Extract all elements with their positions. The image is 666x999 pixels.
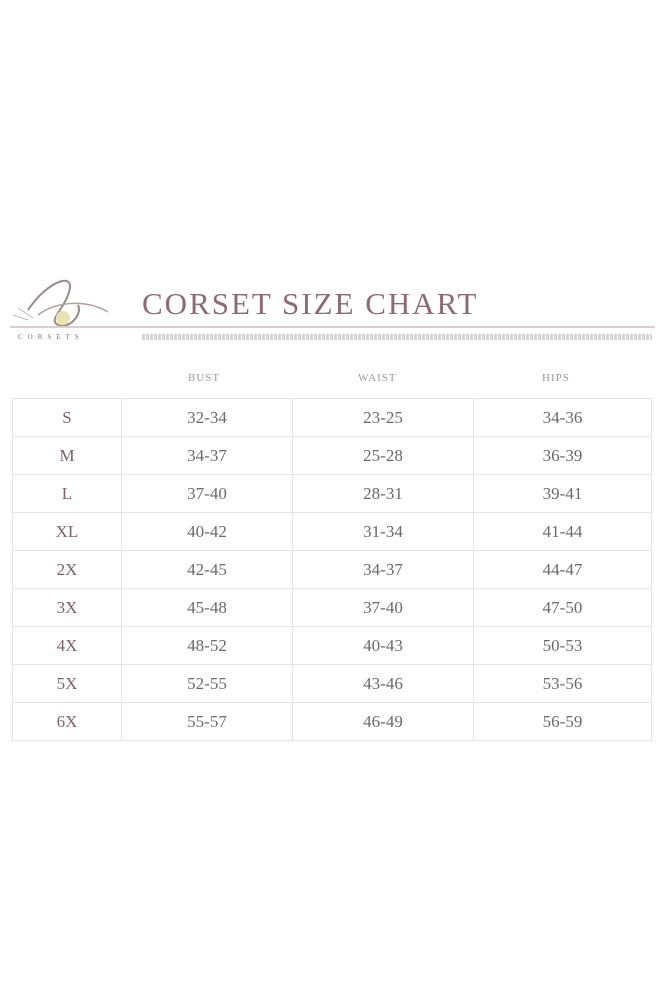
size-cell: 5X — [12, 664, 122, 703]
table-row: XL 40-42 31-34 41-44 — [12, 512, 652, 551]
hips-cell: 47-50 — [473, 588, 652, 627]
table-row: L 37-40 28-31 39-41 — [12, 474, 652, 513]
table-row: 5X 52-55 43-46 53-56 — [12, 664, 652, 703]
brand-logo — [12, 279, 109, 327]
hips-cell: 34-36 — [473, 398, 652, 437]
page-title: CORSET SIZE CHART — [142, 286, 479, 321]
hips-cell: 44-47 — [473, 550, 652, 589]
table-row: 3X 45-48 37-40 47-50 — [12, 588, 652, 627]
hips-cell: 36-39 — [473, 436, 652, 475]
bust-cell: 37-40 — [121, 474, 293, 513]
waist-cell: 43-46 — [292, 664, 474, 703]
size-cell: XL — [12, 512, 122, 551]
size-cell: S — [12, 398, 122, 437]
waist-cell: 34-37 — [292, 550, 474, 589]
hips-cell: 39-41 — [473, 474, 652, 513]
size-cell: L — [12, 474, 122, 513]
table-row: 4X 48-52 40-43 50-53 — [12, 626, 652, 665]
table-row: M 34-37 25-28 36-39 — [12, 436, 652, 475]
size-cell: 2X — [12, 550, 122, 589]
bust-cell: 55-57 — [121, 702, 293, 741]
bust-cell: 52-55 — [121, 664, 293, 703]
title-divider — [10, 326, 655, 328]
waist-cell: 25-28 — [292, 436, 474, 475]
bust-cell: 34-37 — [121, 436, 293, 475]
size-cell: 4X — [12, 626, 122, 665]
bust-cell: 32-34 — [121, 398, 293, 437]
waist-cell: 31-34 — [292, 512, 474, 551]
bust-cell: 48-52 — [121, 626, 293, 665]
bust-cell: 45-48 — [121, 588, 293, 627]
size-cell: 3X — [12, 588, 122, 627]
waist-cell: 28-31 — [292, 474, 474, 513]
table-row: 6X 55-57 46-49 56-59 — [12, 702, 652, 741]
size-cell: 6X — [12, 702, 122, 741]
waist-cell: 46-49 — [292, 702, 474, 741]
hips-cell: 53-56 — [473, 664, 652, 703]
bust-cell: 40-42 — [121, 512, 293, 551]
hips-cell: 41-44 — [473, 512, 652, 551]
column-header-bust: BUST — [188, 372, 221, 384]
hips-cell: 56-59 — [473, 702, 652, 741]
column-header-hips: HIPS — [542, 372, 570, 384]
waist-cell: 37-40 — [292, 588, 474, 627]
waist-cell: 23-25 — [292, 398, 474, 437]
hips-cell: 50-53 — [473, 626, 652, 665]
column-header-waist: WAIST — [358, 372, 397, 384]
bust-cell: 42-45 — [121, 550, 293, 589]
brand-wordmark: CORSETS — [18, 333, 84, 341]
size-cell: M — [12, 436, 122, 475]
fine-print — [142, 334, 652, 340]
waist-cell: 40-43 — [292, 626, 474, 665]
table-row: S 32-34 23-25 34-36 — [12, 398, 652, 437]
table-row: 2X 42-45 34-37 44-47 — [12, 550, 652, 589]
size-table: S 32-34 23-25 34-36 M 34-37 25-28 36-39 L 37-40 28… — [12, 398, 652, 741]
